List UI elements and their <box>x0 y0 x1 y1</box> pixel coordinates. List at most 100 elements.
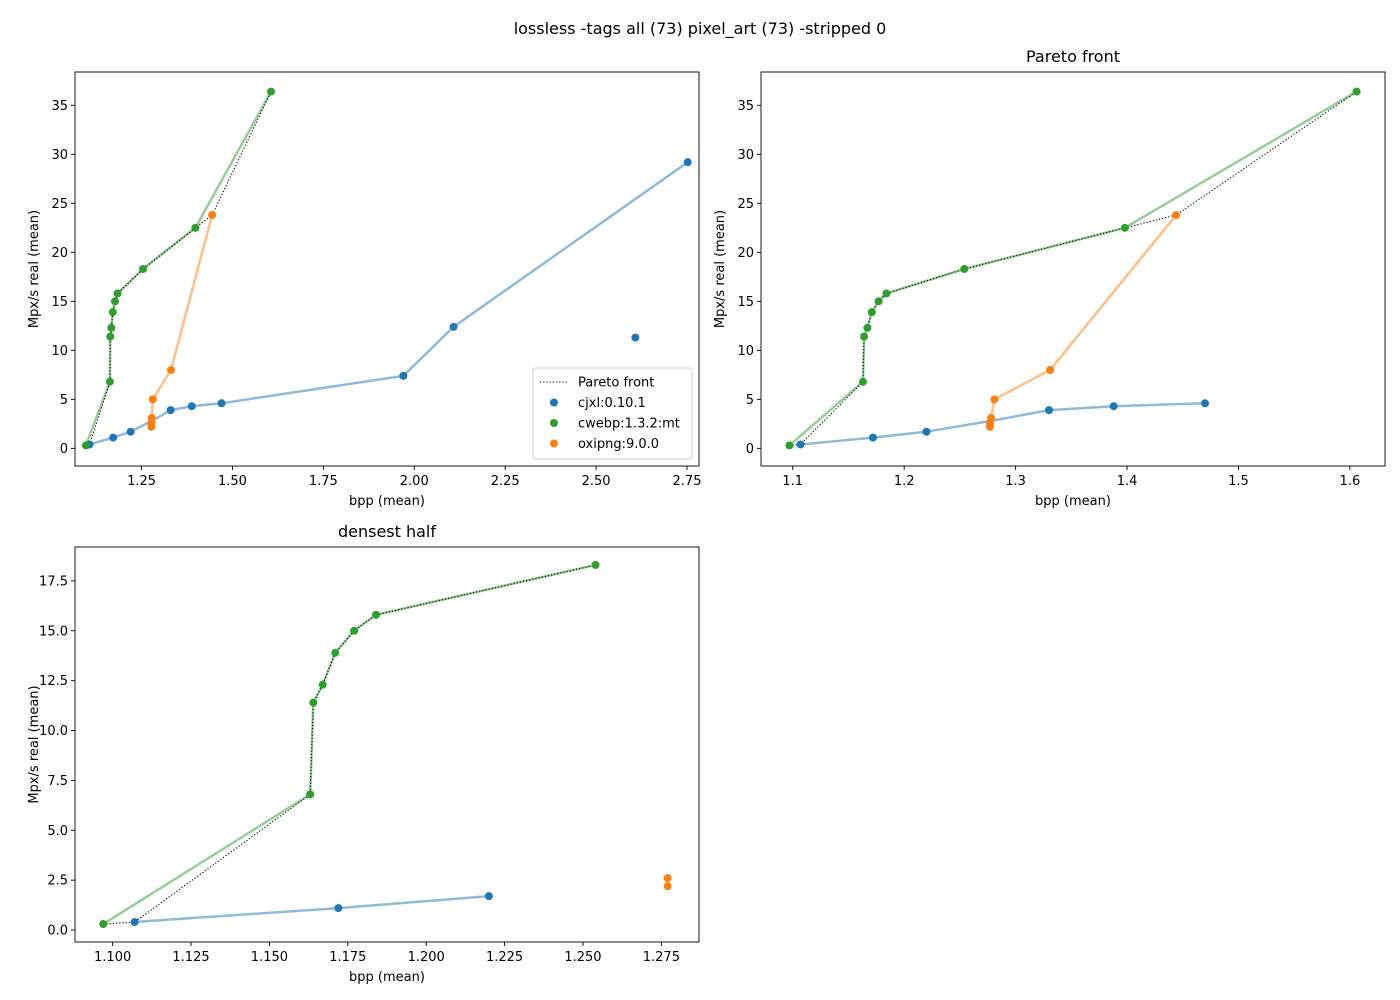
plot-area <box>785 87 1361 450</box>
data-point-cwebp-1-3-2-mt <box>309 698 318 707</box>
data-point-cjxl-0-10-1 <box>922 427 931 436</box>
data-point-cwebp-1-3-2-mt <box>867 308 876 317</box>
data-point-oxipng-9-0-0 <box>990 395 999 404</box>
data-point-cwebp-1-3-2-mt <box>191 223 200 232</box>
x-tick-label: 1.1 <box>782 474 803 489</box>
axes-frame <box>74 546 700 943</box>
x-tick-label: 2.50 <box>582 474 611 489</box>
chart-panel-densest-half: densest half 1.100 1.125 1.150 1.175 1.200 1.2… <box>27 522 700 985</box>
series-line-cwebp-1-3-2-mt <box>788 90 1358 447</box>
legend-marker-swatch <box>550 439 558 448</box>
data-point-cwebp-1-3-2-mt <box>882 289 891 298</box>
legend: Pareto front cjxl:0.10.1 cwebp:1.3.2:mt oxi… <box>532 367 693 460</box>
axes-frame <box>74 71 700 467</box>
y-tick-label: 12.5 <box>39 674 68 689</box>
x-tick-label: 1.150 <box>251 950 288 965</box>
x-axis-label: bpp (mean) <box>349 970 425 985</box>
data-point-cwebp-1-3-2-mt <box>372 610 381 619</box>
data-point-cwebp-1-3-2-mt <box>139 265 147 273</box>
data-point-cwebp-1-3-2-mt <box>874 297 883 306</box>
x-tick-label: 1.2 <box>894 474 915 489</box>
data-point-cwebp-1-3-2-mt <box>331 648 340 657</box>
x-tick-label: 1.5 <box>1228 474 1249 489</box>
data-point-cjxl-0-10-1 <box>334 904 343 913</box>
chart-panel-overview: 1.25 1.50 1.75 2.00 2.25 2.50 2.75 0 5 10 15 20 25 30… <box>27 71 702 509</box>
data-point-cjxl-0-10-1 <box>126 427 135 436</box>
series-line-cjxl-0-10-1 <box>133 894 491 924</box>
x-axis-label: bpp (mean) <box>1035 494 1111 509</box>
x-tick-label: 1.225 <box>486 950 523 965</box>
data-point-oxipng-9-0-0 <box>1172 211 1181 220</box>
data-point-cwebp-1-3-2-mt <box>858 377 867 386</box>
data-point-cwebp-1-3-2-mt <box>863 323 872 332</box>
data-point-cjxl-0-10-1 <box>683 158 692 167</box>
data-point-oxipng-9-0-0 <box>148 395 157 404</box>
y-tick-label: 35 <box>737 99 754 114</box>
y-tick-label: 25 <box>737 197 754 212</box>
data-point-cjxl-0-10-1 <box>796 440 805 449</box>
x-axis-label: bpp (mean) <box>349 494 425 509</box>
x-tick-label: 2.25 <box>491 474 520 489</box>
pareto-front-line <box>85 91 272 446</box>
pareto-front-line <box>789 91 1357 446</box>
x-tick-label: 2.00 <box>400 474 429 489</box>
pareto-front-line <box>103 564 596 925</box>
legend-entry-label: cwebp:1.3.2:mt <box>578 417 680 432</box>
data-point-cjxl-0-10-1 <box>187 402 196 411</box>
y-axis-label: Mpx/s real (mean) <box>713 210 728 328</box>
data-point-cwebp-1-3-2-mt <box>99 920 108 929</box>
series-line-oxipng-9-0-0 <box>988 213 1178 429</box>
data-point-cwebp-1-3-2-mt <box>113 289 122 298</box>
y-tick-label: 17.5 <box>39 574 68 589</box>
data-point-cwebp-1-3-2-mt <box>111 297 119 306</box>
legend-box <box>532 367 693 460</box>
y-tick-label: 5 <box>60 393 68 408</box>
data-point-oxipng-9-0-0 <box>663 874 672 883</box>
data-point-oxipng-9-0-0 <box>987 413 996 422</box>
y-tick-label: 35 <box>51 99 68 114</box>
y-tick-label: 5.0 <box>47 824 68 839</box>
y-axis-label: Mpx/s real (mean) <box>27 210 42 328</box>
data-point-cwebp-1-3-2-mt <box>267 87 275 96</box>
data-point-cwebp-1-3-2-mt <box>1120 223 1129 232</box>
data-point-cwebp-1-3-2-mt <box>785 441 794 450</box>
x-tick-label: 1.6 <box>1340 474 1361 489</box>
y-tick-label: 10.0 <box>39 724 68 739</box>
x-tick-label: 1.4 <box>1117 474 1138 489</box>
series-line-cjxl-0-10-1 <box>799 402 1207 446</box>
plot-area <box>99 560 672 929</box>
data-point-oxipng-9-0-0 <box>208 211 217 220</box>
legend-entry-label: oxipng:9.0.0 <box>578 437 659 452</box>
y-tick-label: 30 <box>51 148 68 163</box>
panel-title: Pareto front <box>1026 47 1120 66</box>
data-point-cwebp-1-3-2-mt <box>107 323 116 332</box>
y-tick-label: 5 <box>746 393 754 408</box>
data-point-cwebp-1-3-2-mt <box>350 626 359 635</box>
x-tick-label: 1.50 <box>218 474 247 489</box>
data-point-cjxl-0-10-1 <box>166 406 175 415</box>
data-point-cjxl-0-10-1 <box>399 371 408 380</box>
data-point-cwebp-1-3-2-mt <box>306 790 315 799</box>
x-tick-label: 1.100 <box>94 950 131 965</box>
data-point-cjxl-0-10-1 <box>130 918 139 927</box>
y-tick-label: 0 <box>746 442 754 457</box>
data-point-cjxl-0-10-1 <box>449 322 458 331</box>
data-point-oxipng-9-0-0 <box>1046 365 1055 374</box>
y-tick-label: 0.0 <box>47 924 68 939</box>
y-tick-label: 7.5 <box>47 774 68 789</box>
x-tick-label: 1.200 <box>408 950 445 965</box>
y-tick-label: 2.5 <box>47 874 68 889</box>
legend-marker-swatch <box>550 419 558 427</box>
x-tick-label: 2.75 <box>673 474 702 489</box>
data-point-cjxl-0-10-1 <box>1045 406 1054 415</box>
data-point-cwebp-1-3-2-mt <box>860 332 869 341</box>
data-point-cwebp-1-3-2-mt <box>105 377 114 386</box>
y-tick-label: 20 <box>51 246 68 261</box>
figure-suptitle: lossless -tags all (73) pixel_art (73) -… <box>514 19 887 39</box>
panel-title: densest half <box>338 522 436 541</box>
legend-marker-swatch <box>550 398 558 407</box>
x-tick-label: 1.125 <box>172 950 209 965</box>
x-tick-label: 1.250 <box>564 950 601 965</box>
data-point-cwebp-1-3-2-mt <box>1352 87 1361 96</box>
series-line-cwebp-1-3-2-mt <box>101 563 597 926</box>
